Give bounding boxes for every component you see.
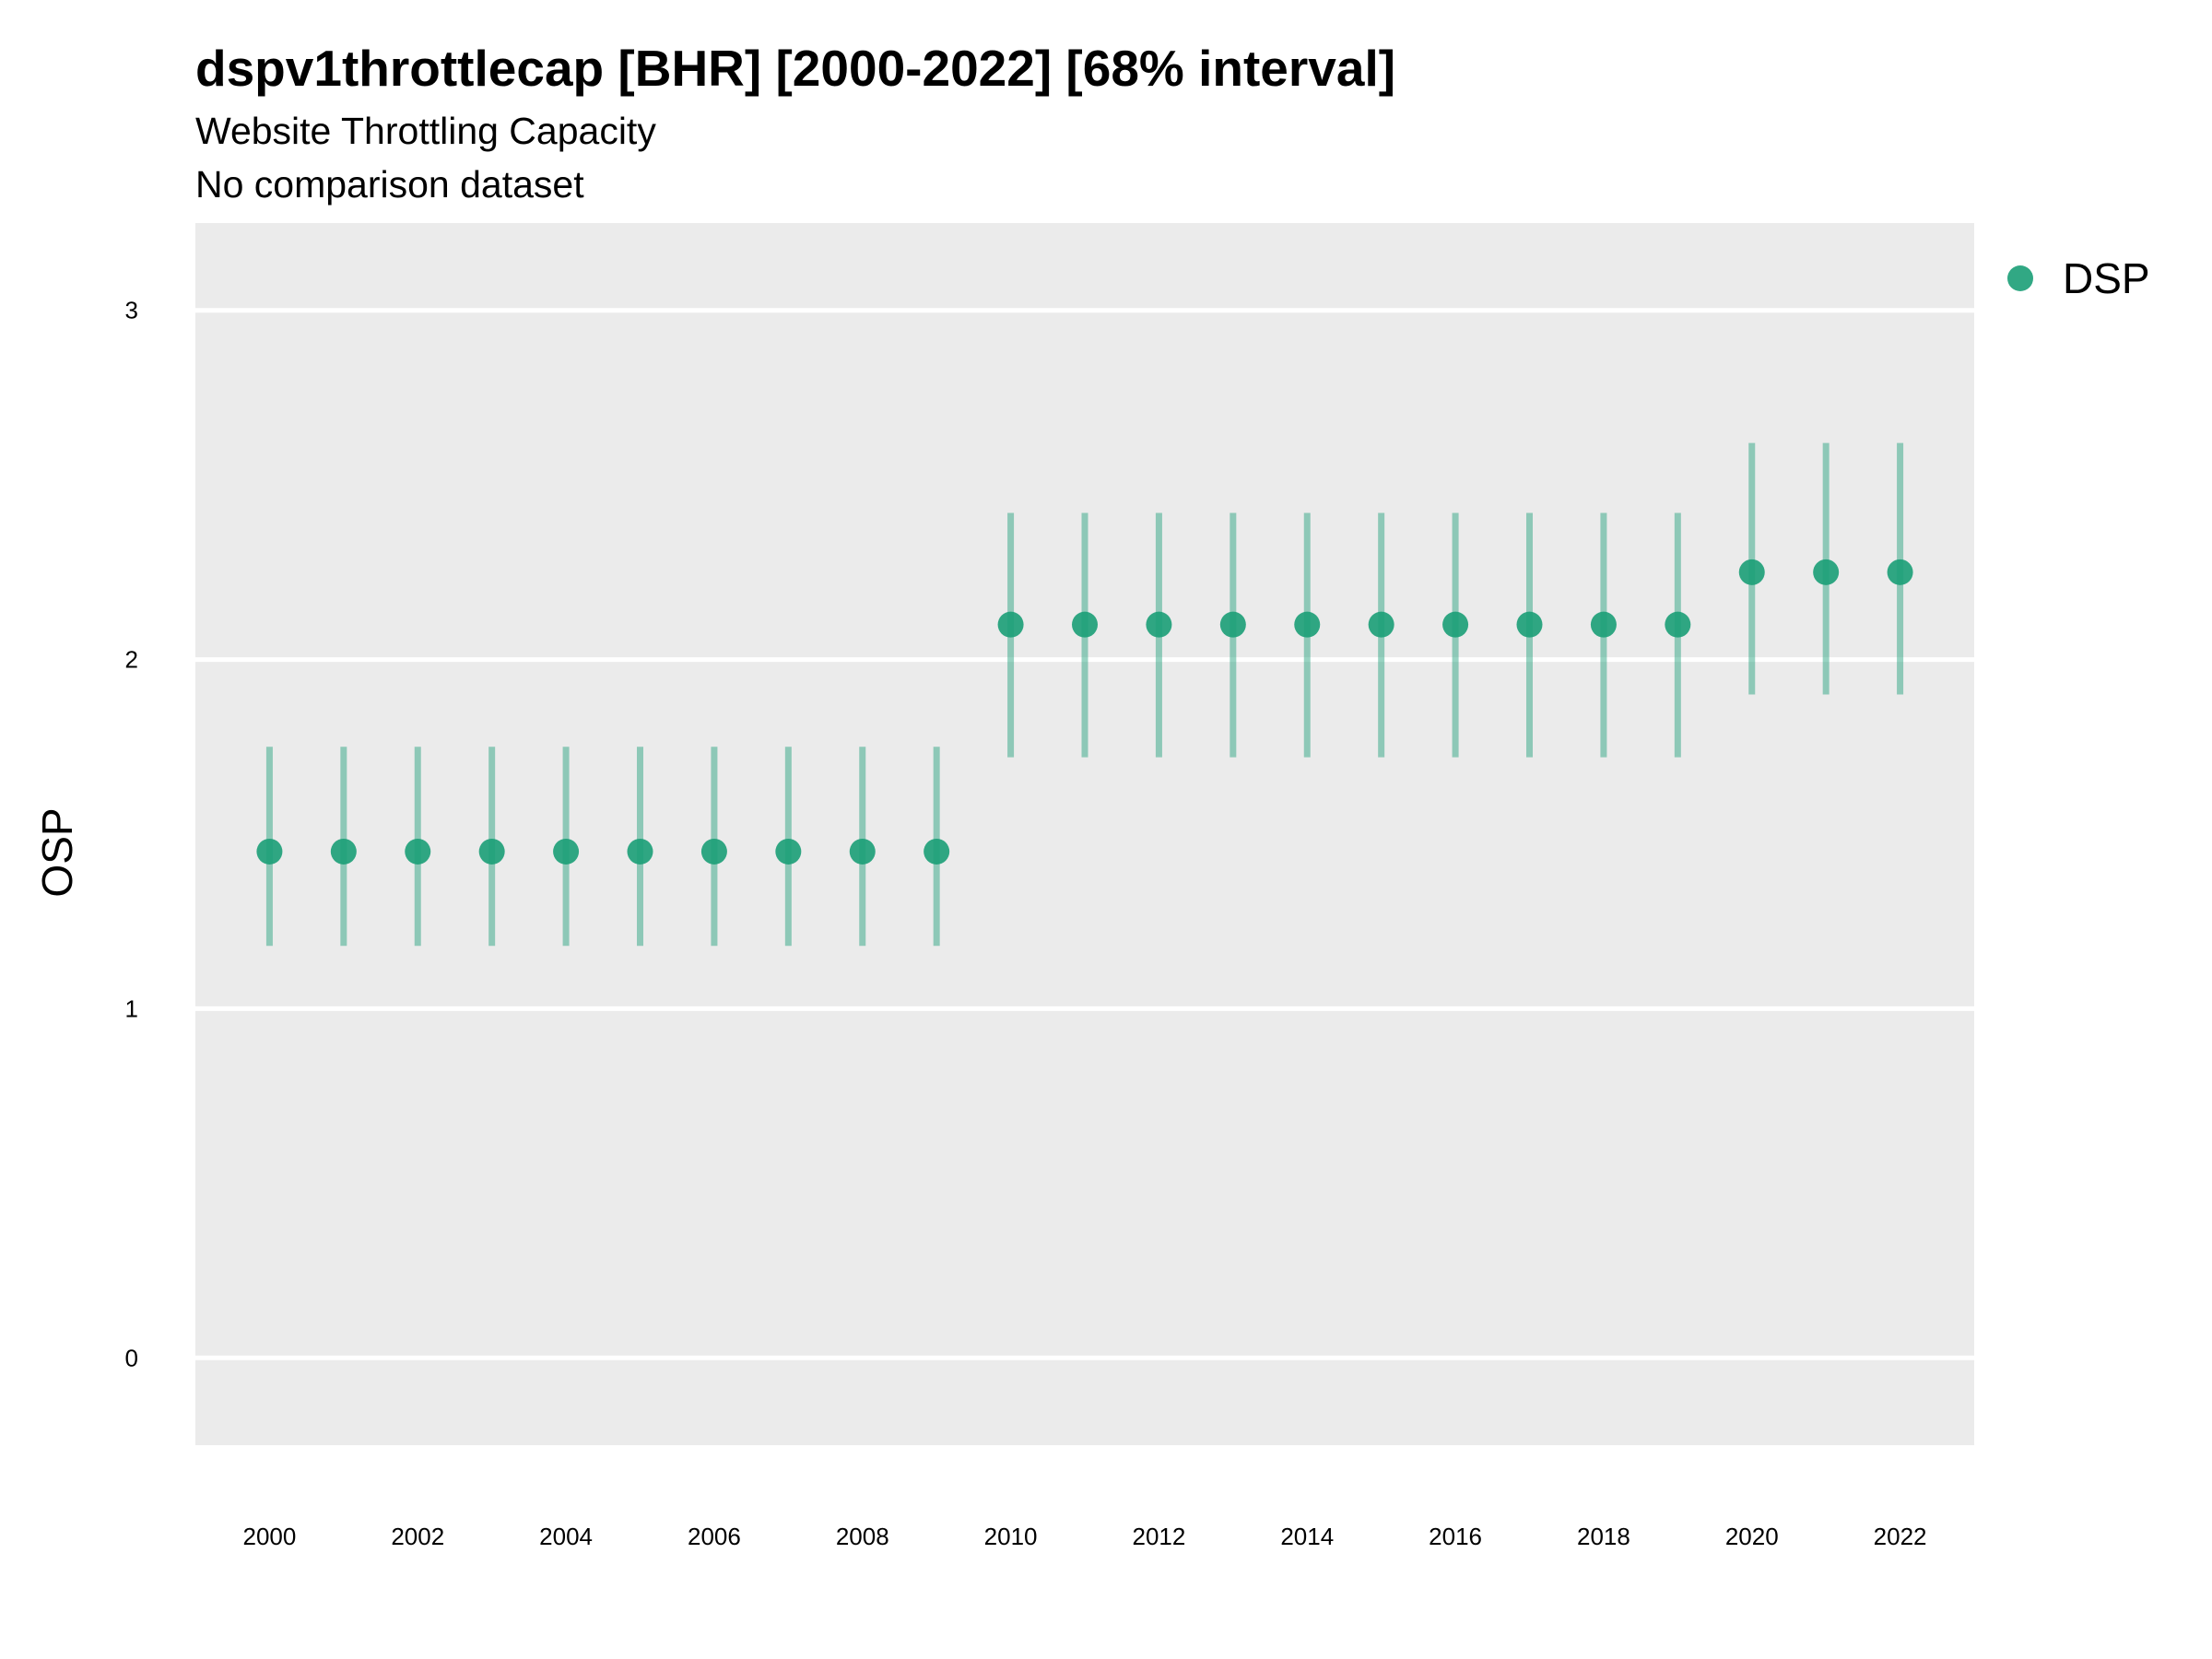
point-2011 — [1072, 611, 1098, 638]
x-tick-2002: 2002 — [391, 1523, 444, 1550]
x-tick-2000: 2000 — [242, 1523, 296, 1550]
point-2021 — [1813, 559, 1840, 585]
point-2014 — [1294, 611, 1321, 638]
x-tick-2022: 2022 — [1874, 1523, 1927, 1550]
point-2013 — [1219, 611, 1246, 638]
point-2005 — [627, 838, 653, 865]
chart-subtitle-2: No comparison dataset — [195, 163, 584, 206]
point-2002 — [405, 838, 431, 865]
legend-key-dsp — [2007, 265, 2033, 291]
data-marks — [256, 442, 1913, 947]
x-tick-2016: 2016 — [1429, 1523, 1482, 1550]
point-2004 — [553, 838, 580, 865]
grid-lines — [195, 308, 1974, 1360]
point-2019 — [1665, 611, 1691, 638]
point-2009 — [924, 838, 950, 865]
point-2018 — [1590, 611, 1617, 638]
x-tick-2018: 2018 — [1577, 1523, 1630, 1550]
point-2012 — [1146, 611, 1172, 638]
x-axis-ticks: 2000 2002 2004 2006 2008 2010 2012 2014 2016 2018… — [242, 1523, 1926, 1550]
chart-title: dspv1throttlecap [BHR] [2000-2022] [68% … — [195, 40, 1395, 97]
y-axis-label: OSP — [33, 807, 81, 897]
x-tick-2004: 2004 — [539, 1523, 593, 1550]
point-2006 — [700, 838, 727, 865]
x-tick-2006: 2006 — [688, 1523, 741, 1550]
legend-label-dsp: DSP — [2063, 254, 2150, 302]
point-2001 — [330, 838, 357, 865]
point-2000 — [256, 838, 283, 865]
legend: DSP — [2007, 254, 2150, 302]
point-2020 — [1738, 559, 1765, 585]
point-2016 — [1442, 611, 1469, 638]
point-2007 — [775, 838, 802, 865]
plot-panel — [195, 223, 1974, 1445]
point-2017 — [1516, 611, 1543, 638]
x-tick-2010: 2010 — [984, 1523, 1038, 1550]
y-tick-2: 2 — [125, 646, 138, 674]
point-2010 — [997, 611, 1024, 638]
point-2022 — [1887, 559, 1913, 585]
y-axis-ticks: 0 1 2 3 — [125, 297, 138, 1372]
y-tick-0: 0 — [125, 1344, 138, 1371]
x-tick-2012: 2012 — [1132, 1523, 1185, 1550]
point-2003 — [478, 838, 505, 865]
y-tick-1: 1 — [125, 994, 138, 1022]
x-tick-2014: 2014 — [1280, 1523, 1334, 1550]
x-tick-2020: 2020 — [1725, 1523, 1779, 1550]
chart-subtitle: Website Throttling Capacity — [195, 110, 656, 152]
point-2008 — [849, 838, 876, 865]
y-tick-3: 3 — [125, 297, 138, 324]
point-2015 — [1368, 611, 1394, 638]
x-tick-2008: 2008 — [836, 1523, 889, 1550]
